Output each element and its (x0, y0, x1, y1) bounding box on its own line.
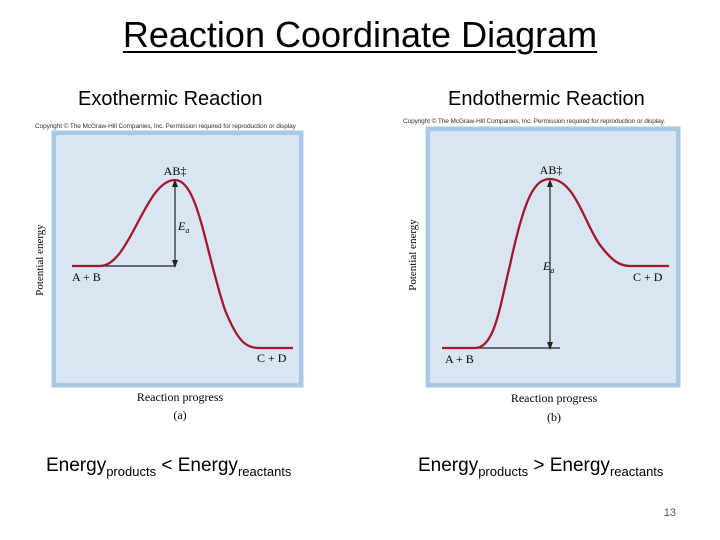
endothermic-heading: Endothermic Reaction (448, 88, 645, 110)
left-ea-subscript: a (185, 226, 189, 235)
right-ea-arrowhead-bottom (547, 342, 553, 350)
left-peak-label: AB‡ (164, 164, 187, 178)
endothermic-energy-relation: Energyproducts > Energyreactants (418, 455, 664, 479)
slide-title: Reaction Coordinate Diagram (122, 14, 598, 55)
endothermic-diagram: Potential energy AB‡ Ea A + B C + D Reac… (407, 126, 681, 424)
right-panel (431, 132, 675, 382)
right-ea-arrowhead-top (547, 179, 553, 187)
left-panel (57, 136, 298, 382)
right-panel-border (425, 126, 681, 388)
exothermic-diagram: Potential energy AB‡ Ea A + B C + D Reac… (34, 130, 304, 422)
left-energy-curve (72, 178, 293, 350)
right-ylabel: Potential energy (407, 219, 419, 291)
left-reactants-label: A + B (72, 270, 101, 284)
left-copyright: Copyright © The McGraw-Hill Companies, I… (35, 123, 296, 130)
right-reactants-label: A + B (445, 352, 474, 366)
right-sublabel: (b) (547, 410, 561, 424)
left-sublabel: (a) (173, 408, 186, 422)
right-products-label: C + D (633, 270, 663, 284)
left-ea-arrowhead-bottom (172, 260, 178, 268)
exothermic-heading: Exothermic Reaction (78, 88, 263, 110)
right-xlabel: Reaction progress (511, 391, 598, 405)
left-products-label: C + D (257, 351, 287, 365)
exothermic-energy-relation: Energyproducts < Energyreactants (46, 455, 292, 479)
right-copyright: Copyright © The McGraw-Hill Companies, I… (403, 118, 665, 125)
right-peak-label: AB‡ (540, 163, 563, 177)
left-xlabel: Reaction progress (137, 390, 224, 404)
left-panel-border (51, 130, 304, 388)
page-number: 13 (663, 507, 676, 519)
right-energy-curve (442, 177, 669, 350)
left-ea-arrowhead-top (172, 179, 178, 187)
right-ea-subscript: a (550, 266, 554, 275)
left-ea-label: Ea (177, 219, 189, 235)
left-ylabel: Potential energy (34, 224, 46, 296)
right-ea-label: Ea (542, 259, 554, 275)
